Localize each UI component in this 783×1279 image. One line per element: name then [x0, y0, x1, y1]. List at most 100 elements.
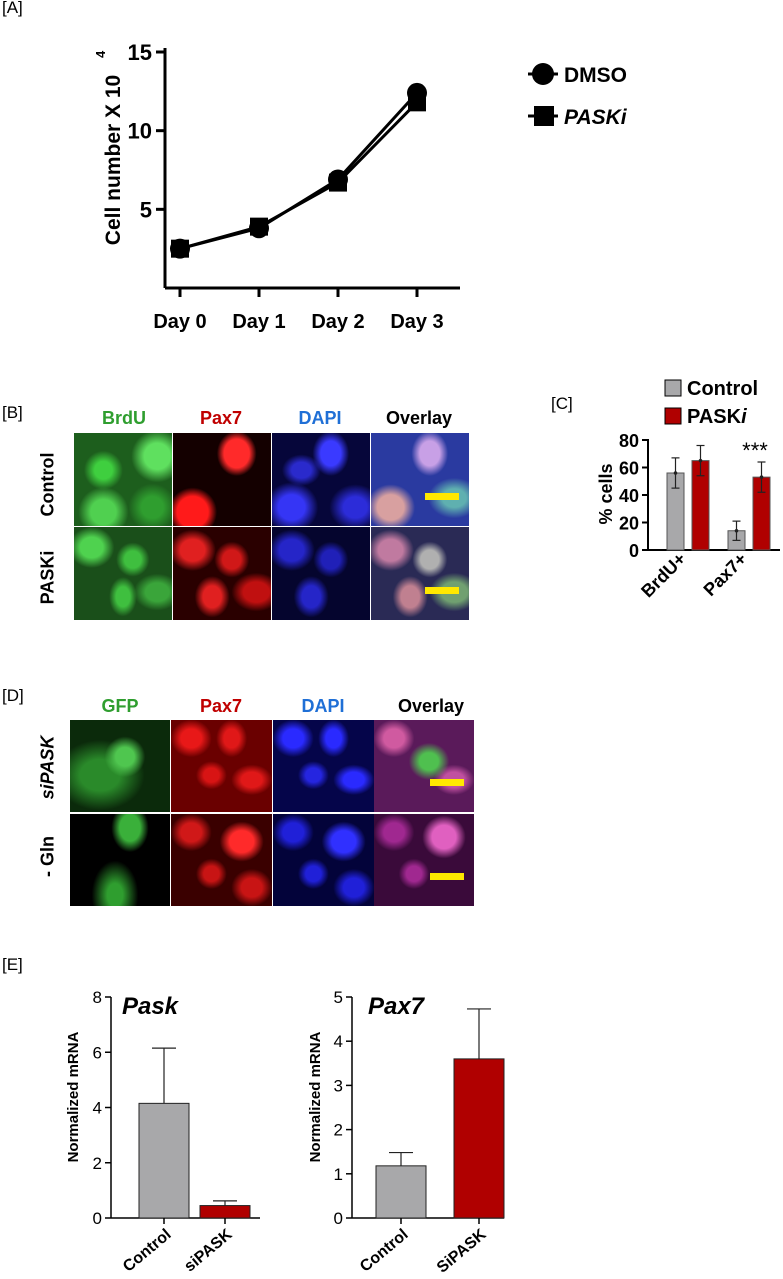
panel-e-ytick-label: 4	[93, 1099, 102, 1118]
panel-b-col-overlay: Overlay	[385, 408, 453, 428]
legend-pask-label: PASK	[687, 406, 742, 428]
panel-d-label: [D]	[2, 686, 24, 705]
scale-bar	[430, 873, 464, 880]
legend-paski-label: PASKi	[564, 106, 628, 129]
panel-b-row-paski: PASKi	[37, 550, 58, 605]
panel-a-ylabel: Cell number X 10	[102, 75, 125, 245]
panel-a-legend: DMSO PASKi	[528, 63, 628, 129]
panel-a-ytick-label: 5	[140, 197, 152, 222]
panel-b-pax7-control-image	[173, 433, 271, 526]
panel-d-col-overlay: Overlay	[397, 696, 465, 716]
panel-b-brdu-paski-image	[74, 527, 172, 620]
panel-c-ytick-label: 40	[619, 486, 639, 506]
panel-a-xtick-label: Day 3	[390, 311, 443, 333]
panel-d-row-gln: - Gln	[37, 836, 58, 877]
panel-e-ytick-label: 5	[334, 988, 343, 1007]
panel-a-series-line-dmso	[179, 91, 419, 251]
panel-e-xtick-label: SiPASK	[434, 1226, 490, 1277]
panel-c-ytick-label: 20	[619, 514, 639, 534]
panel-e-ytick-label: 1	[334, 1165, 343, 1184]
panel-b-dapi-paski-image	[272, 527, 370, 620]
panel-d-pax7-sipask-image	[171, 720, 272, 812]
panel-e-xtick-label: Control	[120, 1226, 174, 1276]
legend-paski-swatch	[664, 407, 682, 425]
panel-b-col-brdu: BrdU	[102, 408, 146, 428]
scale-bar	[425, 493, 459, 500]
panel-d-col-dapi: DAPI	[301, 696, 345, 716]
legend-pask-italic: i	[741, 406, 747, 428]
panel-d-pax7-gln-image	[171, 814, 272, 906]
panel-a-ytick-label: 10	[128, 119, 152, 144]
panel-e-chart1-ylabel: Normalized mRNA	[65, 1031, 82, 1162]
panel-e-ytick-label: 2	[334, 1121, 343, 1140]
panel-c-significance: ***	[742, 438, 768, 463]
panel-e-ytick-label: 3	[334, 1076, 343, 1095]
panel-b-dapi-control-image	[272, 433, 370, 526]
panel-c-xtick-label: BrdU+	[637, 549, 690, 602]
panel-e-bar-control	[138, 1102, 190, 1219]
panel-d-col-gfp: GFP	[101, 696, 139, 716]
panel-b-brdu-control-image	[74, 433, 172, 526]
panel-c-label: [C]	[551, 394, 573, 413]
panel-a-xtick-label: Day 2	[311, 311, 364, 333]
panel-c-ytick-label: 80	[619, 431, 639, 451]
panel-b-overlay-paski-image	[371, 527, 469, 620]
panel-e-ytick-label: 8	[93, 988, 102, 1007]
legend-control-label: Control	[687, 378, 758, 400]
scale-bar	[430, 779, 464, 786]
panel-d-overlay-gln-image	[374, 814, 474, 906]
panel-b-overlay-control-image	[371, 433, 469, 526]
panel-d-overlay-sipask-image	[374, 720, 474, 812]
panel-e-ytick-label: 6	[93, 1043, 102, 1062]
panel-e-ytick-label: 4	[334, 1032, 343, 1051]
panel-c-ytick-label: 60	[619, 459, 639, 479]
panel-e-label: [E]	[2, 955, 23, 974]
panel-a-chart: Cell number X 10 4 5 10 15 Day 0 Day 1 Day 2…	[93, 40, 460, 333]
legend-paski-marker	[534, 106, 554, 126]
svg-text:PASKi: PASKi	[687, 406, 747, 428]
panel-e-bar-sipask	[199, 1205, 251, 1219]
panel-a-point-paski	[250, 217, 268, 236]
panel-c-chart: Control PASKi % cells 0 20 40 60 80 *** BrdU…	[596, 378, 780, 602]
panel-b-col-dapi: DAPI	[298, 408, 342, 428]
panel-d-gfp-gln-image	[70, 814, 170, 906]
scale-bar	[425, 587, 459, 594]
panel-c-mean-dot	[673, 471, 678, 475]
panel-b-col-pax7: Pax7	[199, 408, 243, 428]
panel-b-label: [B]	[2, 403, 23, 422]
panel-e-bar-sipask	[453, 1058, 505, 1219]
panel-d-col-pax7: Pax7	[199, 696, 243, 716]
panel-c-mean-dot	[759, 475, 764, 479]
panel-c-mean-dot	[734, 528, 739, 533]
panel-c-ylabel: % cells	[596, 463, 616, 524]
panel-d-dapi-sipask-image	[273, 720, 374, 812]
panel-d-gfp-sipask-image	[70, 720, 170, 812]
panel-e-xtick-label: siPASK	[181, 1226, 236, 1276]
panel-a-ylabel-superscript: 4	[93, 50, 108, 58]
panel-e-chart2-ylabel: Normalized mRNA	[307, 1031, 324, 1162]
panel-a-xtick-label: Day 0	[153, 311, 206, 333]
legend-control-swatch	[664, 379, 682, 397]
panel-e-bar-control	[375, 1165, 427, 1219]
panel-c-ytick-label: 0	[629, 541, 639, 561]
panel-a-point-paski	[408, 93, 426, 112]
panel-b-pax7-paski-image	[173, 527, 271, 620]
panel-e-ytick-label: 0	[334, 1209, 343, 1228]
panel-a-label: [A]	[2, 0, 23, 17]
panel-a-series-line-paski	[179, 101, 419, 251]
panel-e-xtick-label: Control	[357, 1226, 411, 1276]
panel-e-chart2-title: Pax7	[368, 993, 426, 1020]
legend-dmso-label: DMSO	[564, 64, 627, 87]
panel-a-ytick-label: 15	[128, 40, 152, 65]
panel-e-ytick-label: 2	[93, 1154, 102, 1173]
panel-d-row-sipask-suffix: PASK	[37, 735, 58, 785]
panel-a-point-paski	[329, 173, 347, 192]
panel-c-mean-dot	[698, 458, 703, 463]
panel-a-point-paski	[171, 239, 189, 258]
panel-a-xtick-label: Day 1	[232, 311, 285, 333]
panel-e-chart1-title: Pask	[122, 993, 180, 1020]
panel-e-ytick-label: 0	[93, 1209, 102, 1228]
legend-dmso-marker	[532, 63, 554, 85]
panel-c-xtick-label: Pax7+	[700, 549, 751, 600]
